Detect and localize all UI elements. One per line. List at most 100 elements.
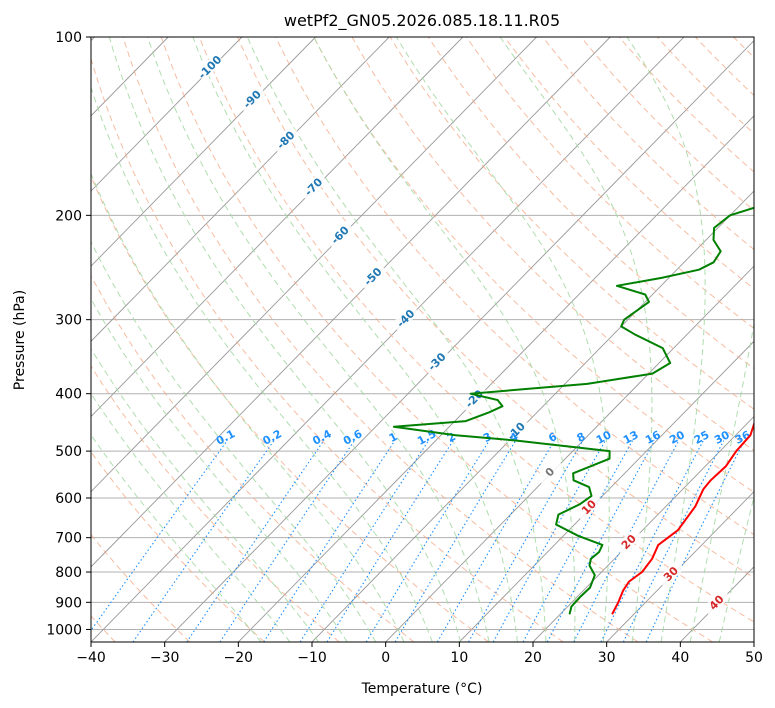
mixing-ratio-line (394, 440, 517, 642)
moist-adiabat (192, 37, 518, 642)
isotherm-label-bg (501, 416, 531, 446)
isotherm-line (606, 491, 754, 642)
isotherm-label-bg (358, 262, 387, 291)
x-tick-label: −40 (76, 650, 106, 666)
moist-adiabat (718, 494, 754, 642)
isotherm-line (91, 37, 611, 568)
mixing-ratio-label: 13 (621, 428, 641, 447)
isobar-grid (91, 37, 754, 630)
x-axis: −40 −30 −20 −10 0 10 20 30 40 50 (76, 642, 763, 666)
x-tick-label: −10 (297, 650, 327, 666)
isotherm-label-bg (422, 347, 451, 376)
mixing-ratio-line (263, 440, 396, 642)
y-tick-label: 1000 (46, 622, 82, 638)
isotherm-label-bg (195, 52, 224, 82)
moist-adiabat (91, 297, 348, 642)
isotherm-line (385, 265, 754, 642)
dry-adiabat (91, 274, 415, 642)
x-tick-label: 30 (598, 650, 616, 666)
x-axis-title: Temperature (°C) (361, 681, 483, 697)
y-tick-label: 700 (55, 531, 82, 547)
x-tick-label: −20 (224, 650, 254, 666)
mixing-ratio-line (186, 440, 325, 642)
sounding-traces (392, 206, 754, 615)
isotherm-label-bg (271, 125, 300, 155)
x-tick-label: 10 (450, 650, 468, 666)
x-tick-label: 40 (671, 650, 689, 666)
mixing-ratio-line (219, 440, 355, 642)
mixing-ratio-line (436, 440, 555, 642)
moist-adiabat (91, 240, 377, 642)
mixing-ratio-line (468, 440, 584, 642)
isotherm-label-bg (702, 588, 731, 617)
y-tick-label: 800 (55, 565, 82, 581)
isotherm-label-bg (325, 220, 354, 250)
isotherm-line (311, 190, 754, 642)
mixing-ratio-line (132, 440, 275, 642)
moist-adiabat (91, 392, 291, 642)
isotherm-line (91, 37, 464, 418)
y-tick-label: 400 (55, 387, 82, 403)
moist-adiabat (91, 172, 405, 642)
plot-area: -100-90-80-70-60-50-40-30-20-10010203040… (91, 37, 754, 642)
moist-adiabats (91, 37, 754, 642)
y-tick-label: 100 (55, 30, 82, 46)
moist-adiabat (108, 37, 462, 642)
isotherm-label-bg (614, 527, 643, 556)
dry-adiabat (389, 37, 754, 410)
y-tick-label: 500 (55, 444, 82, 460)
moist-adiabat (91, 347, 320, 642)
dry-adiabat (91, 451, 265, 642)
isotherm-line (91, 37, 316, 267)
y-axis: 100 200 300 400 500 600 700 800 900 1000 (46, 30, 91, 638)
dry-adiabat (91, 174, 489, 642)
isotherm-label-bg (535, 457, 564, 486)
dry-adiabat (580, 37, 754, 212)
mixing-ratio-line (600, 440, 704, 642)
y-axis-title: Pressure (hPa) (12, 290, 28, 390)
dry-adiabat (313, 37, 754, 493)
isotherm-label-bg (459, 384, 489, 413)
y-tick-label: 600 (55, 491, 82, 507)
dry-adiabat (618, 37, 754, 173)
mixing-ratio-label: 10 (594, 428, 614, 447)
x-tick-label: −30 (150, 650, 180, 666)
mixing-ratio-label: 30 (712, 428, 732, 447)
dry-adiabat (466, 37, 754, 329)
isotherm-label-bg (574, 492, 603, 522)
x-tick-label: 0 (381, 650, 390, 666)
mixing-ratio-label: 16 (643, 428, 663, 447)
moist-adiabat (689, 320, 754, 642)
chart-title: wetPf2_GN05.2026.085.18.11.R05 (284, 11, 560, 31)
isotherm-line (164, 39, 754, 642)
dry-adiabat (160, 37, 713, 642)
mixing-ratio-label: 20 (667, 428, 687, 447)
mixing-ratio-line (622, 440, 725, 642)
y-tick-label: 200 (55, 208, 82, 224)
mixing-ratio-line (645, 440, 745, 642)
moist-adiabat (246, 37, 547, 642)
isotherm-line (91, 37, 685, 642)
moist-adiabat (91, 85, 433, 642)
isotherm-label-bg (656, 559, 685, 588)
moist-adiabat (91, 434, 262, 642)
x-tick-label: 20 (524, 650, 542, 666)
dry-adiabat (91, 57, 564, 642)
dewpoint-trace (392, 206, 754, 615)
isotherm-label-bg (391, 304, 420, 333)
moist-adiabat (313, 37, 576, 642)
isotherm-label-bg (299, 172, 328, 201)
temperature-trace (611, 421, 754, 615)
moist-adiabat (626, 37, 706, 642)
isotherm-line (459, 340, 754, 642)
mixing-ratio-label: 36 (733, 428, 753, 447)
y-tick-label: 900 (55, 595, 82, 611)
y-tick-label: 300 (55, 313, 82, 329)
dry-adiabats (91, 37, 754, 642)
dry-adiabat (275, 37, 754, 536)
dry-adiabat (427, 37, 754, 370)
isotherm-line (91, 37, 243, 192)
isotherm-label-bg (237, 84, 267, 114)
